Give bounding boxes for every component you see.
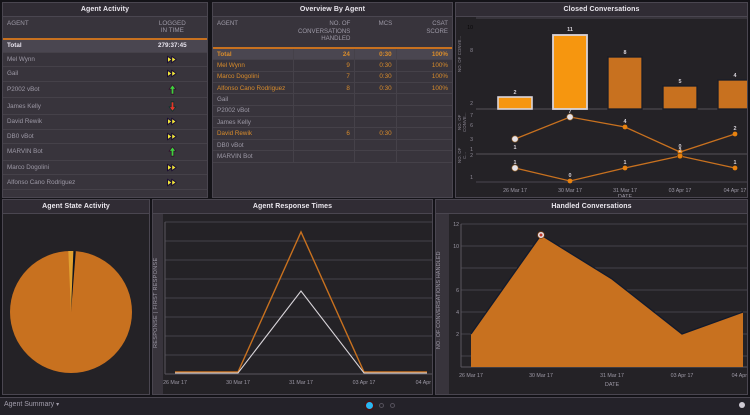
svg-text:7: 7 [470,113,473,119]
svg-text:1: 1 [734,160,737,166]
svg-text:2: 2 [470,101,473,107]
svg-text:26 Mar 17: 26 Mar 17 [163,380,187,386]
svg-text:03 Apr 17: 03 Apr 17 [671,373,694,379]
svg-text:DATE: DATE [605,382,620,388]
svg-text:3: 3 [470,137,473,143]
svg-text:5: 5 [679,79,682,85]
svg-text:30 Mar 17: 30 Mar 17 [558,188,582,194]
svg-text:2: 2 [514,90,517,96]
svg-text:DATE: DATE [618,194,633,198]
svg-text:8: 8 [624,50,627,56]
svg-text:04 Apr 17: 04 Apr 17 [724,188,747,194]
svg-text:30 Mar 17: 30 Mar 17 [529,373,553,379]
svg-text:8: 8 [470,48,473,54]
svg-text:03 Apr 17: 03 Apr 17 [353,380,376,386]
svg-text:1: 1 [470,175,473,181]
svg-text:11: 11 [567,27,573,33]
svg-text:6: 6 [456,288,459,294]
svg-text:1: 1 [514,160,517,166]
svg-text:1: 1 [624,160,627,166]
svg-text:2: 2 [679,148,682,154]
svg-text:03 Apr 17: 03 Apr 17 [669,188,692,194]
svg-text:0: 0 [569,173,572,179]
svg-text:04 Apr 17: 04 Apr 17 [416,380,433,386]
svg-text:2: 2 [456,332,459,338]
svg-text:26 Mar 17: 26 Mar 17 [459,373,483,379]
svg-text:31 Mar 17: 31 Mar 17 [289,380,313,386]
svg-text:4: 4 [734,73,737,79]
svg-text:4: 4 [456,310,459,316]
svg-text:10: 10 [453,244,459,250]
svg-text:10: 10 [467,25,473,31]
svg-text:30 Mar 17: 30 Mar 17 [226,380,250,386]
svg-text:2: 2 [470,153,473,159]
svg-text:04 Apr 17: 04 Apr 17 [732,373,748,379]
svg-text:6: 6 [470,123,473,129]
svg-text:1: 1 [514,145,517,151]
svg-text:7: 7 [569,109,572,115]
svg-text:4: 4 [624,119,627,125]
svg-text:12: 12 [453,222,459,228]
svg-text:26 Mar 17: 26 Mar 17 [503,188,527,194]
svg-text:31 Mar 17: 31 Mar 17 [600,373,624,379]
svg-text:2: 2 [734,126,737,132]
